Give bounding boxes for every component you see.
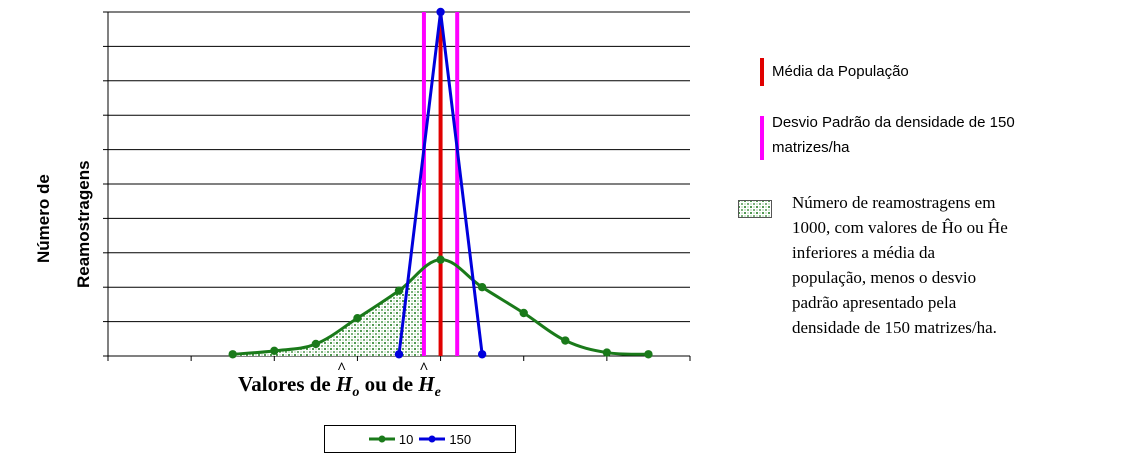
data-point-10: [228, 350, 237, 359]
note-line: padrão apresentado pela: [792, 293, 957, 312]
data-point-10: [519, 308, 528, 318]
y-axis-label-line2: Reamostragens: [74, 160, 93, 288]
note-line: inferiores a média da: [792, 243, 936, 262]
note-line: população, menos o desvio: [792, 268, 977, 287]
legend-label-150: 150: [449, 431, 472, 447]
data-point-10: [311, 339, 321, 349]
shaded-area-note: Número de reamostragens em 1000, com val…: [792, 190, 1122, 340]
chart-plot: [103, 7, 691, 361]
sd-legend-label-line2: matrizes/ha: [772, 139, 850, 156]
legend-entry-150: 150: [419, 432, 471, 447]
h-hat-symbol: H: [336, 360, 352, 397]
chart-legend: 10 150: [324, 425, 516, 453]
shaded-area-swatch: [738, 200, 772, 218]
data-point-10: [353, 313, 362, 323]
shaded-area: [232, 272, 424, 356]
mean-legend-bar: [760, 58, 764, 86]
data-point-10: [644, 350, 653, 359]
subscript-o: o: [352, 385, 360, 401]
data-point-10: [477, 283, 487, 292]
note-line: 1000, com valores de Ĥo ou Ĥe: [792, 218, 1008, 237]
x-axis-label-prefix: Valores de: [238, 372, 337, 396]
reference-lines: [421, 12, 460, 356]
data-point-10: [436, 255, 445, 264]
mean-legend-label: Média da População: [772, 63, 909, 80]
data-point-10: [602, 348, 612, 357]
data-point-10: [394, 286, 404, 295]
legend-marker-150: [419, 435, 446, 443]
data-point-10: [561, 336, 570, 345]
x-axis-label: Valores de Ho ou de He: [238, 360, 441, 401]
y-axis-label: Número de Reamostragens: [26, 78, 136, 318]
data-point-150: [394, 350, 404, 359]
gridlines: [108, 11, 690, 323]
y-axis-label-line1: Número de: [34, 174, 53, 263]
legend-label-10: 10: [398, 431, 414, 447]
data-point-150: [436, 7, 445, 17]
x-axis-label-mid: ou de: [359, 372, 419, 396]
sd-legend-bar: [760, 116, 764, 160]
note-line: Número de reamostragens em: [792, 193, 996, 212]
data-point-150: [477, 350, 487, 359]
subscript-e: e: [434, 385, 441, 401]
h-hat-symbol-2: H: [418, 360, 434, 397]
sd-legend-label-line1: Desvio Padrão da densidade de 150: [772, 114, 1015, 131]
legend-marker-10: [368, 435, 395, 443]
legend-entry-10: 10: [368, 431, 414, 447]
series-lines: [228, 7, 653, 359]
data-point-10: [270, 346, 279, 356]
note-line: densidade de 150 matrizes/ha.: [792, 318, 997, 337]
